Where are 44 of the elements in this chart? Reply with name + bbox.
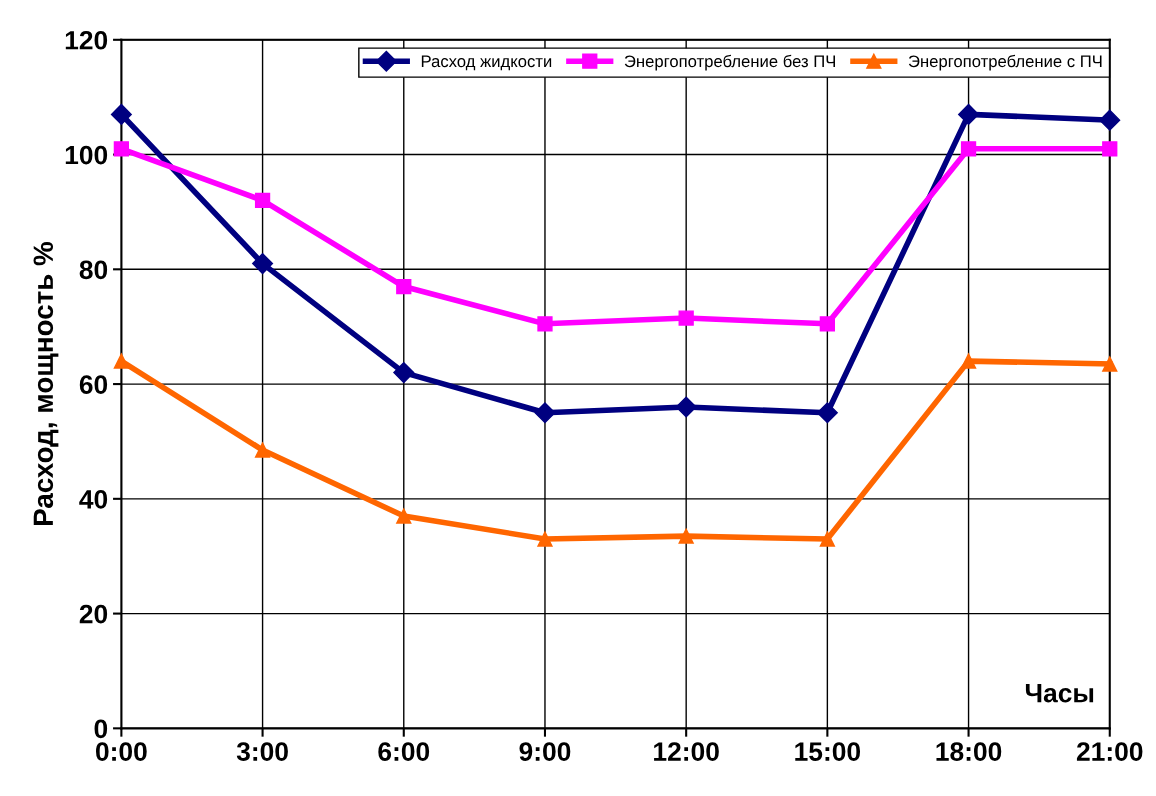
point xyxy=(958,103,980,125)
y-tick-label: 60 xyxy=(79,375,108,394)
x-tick-label: 15:00 xyxy=(795,742,861,761)
y-tick-label: 0 xyxy=(94,719,108,739)
point xyxy=(393,362,415,384)
point xyxy=(534,402,556,424)
point xyxy=(254,192,271,209)
point xyxy=(1102,141,1118,157)
legend-label: Энергопотребление без ПЧ xyxy=(624,54,835,71)
legend-label: Энергопотребление с ПЧ xyxy=(908,54,1102,71)
annotation: Часы xyxy=(1025,684,1094,703)
point xyxy=(110,103,132,125)
point xyxy=(252,253,274,275)
point xyxy=(675,396,697,418)
legend-label: Расход жидкости xyxy=(421,55,552,71)
x-tick-label: 0:00 xyxy=(96,742,147,761)
x-tick-label: 6:00 xyxy=(378,742,430,761)
point xyxy=(816,402,838,424)
y-tick-label: 100 xyxy=(65,145,108,165)
point xyxy=(537,531,553,547)
y-tick-label: 80 xyxy=(79,260,108,280)
x-tick-label: 9:00 xyxy=(519,742,571,761)
point xyxy=(396,508,412,524)
point xyxy=(113,353,130,369)
x-tick-label: 18:00 xyxy=(936,742,1002,761)
point xyxy=(819,316,836,332)
point xyxy=(396,278,412,295)
y-axis-title: Расход, мощность % xyxy=(33,242,59,525)
x-tick-label: 12:00 xyxy=(654,742,719,761)
point xyxy=(678,310,694,326)
y-tick-label: 40 xyxy=(79,489,108,509)
point xyxy=(678,528,694,544)
x-tick-label: 3:00 xyxy=(236,742,288,761)
point xyxy=(254,442,271,458)
point xyxy=(537,316,553,332)
x-tick-label: 21:00 xyxy=(1076,742,1143,761)
y-tick-label: 120 xyxy=(65,30,108,50)
point xyxy=(1099,109,1121,131)
point xyxy=(960,141,977,157)
point xyxy=(113,141,130,157)
point xyxy=(819,531,836,547)
point xyxy=(960,353,977,369)
point xyxy=(1102,356,1118,372)
y-tick-label: 20 xyxy=(79,604,108,624)
